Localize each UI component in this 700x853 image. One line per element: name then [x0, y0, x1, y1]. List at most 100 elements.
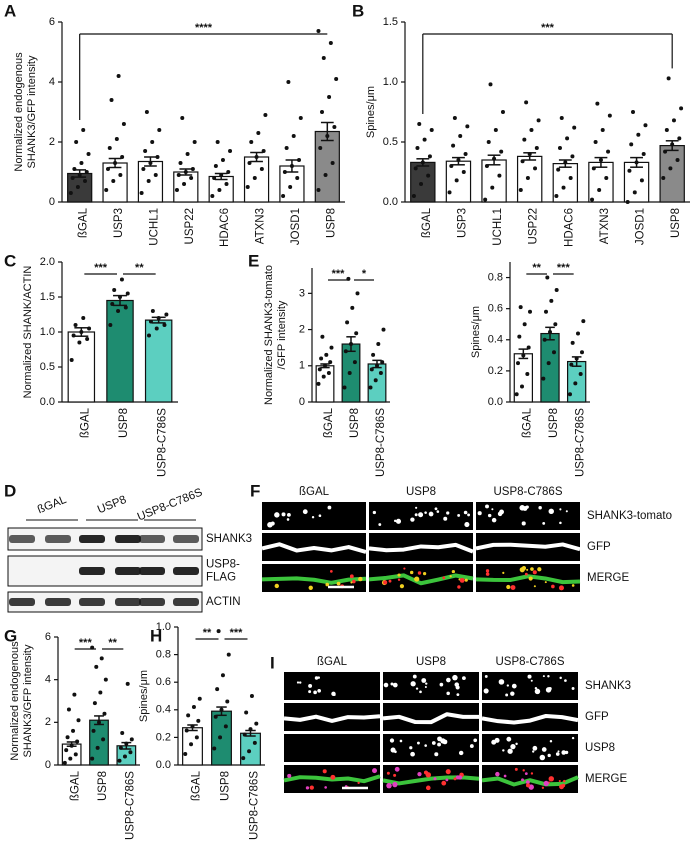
puncta — [446, 511, 450, 515]
data-point — [186, 713, 191, 718]
puncta — [456, 693, 460, 697]
data-point — [426, 173, 431, 178]
data-point — [528, 309, 532, 314]
data-point — [536, 118, 541, 123]
puncta — [433, 777, 437, 781]
puncta — [542, 675, 545, 678]
data-point — [192, 140, 197, 144]
data-point — [561, 185, 566, 190]
data-point — [461, 170, 466, 174]
y-axis-label: Normalized SHANK/ACTIN — [22, 266, 34, 399]
puncta — [372, 768, 378, 774]
data-point — [319, 356, 324, 361]
puncta — [358, 576, 363, 582]
data-point — [447, 190, 452, 195]
x-tick-label: HDAC6 — [563, 208, 575, 247]
error-bar — [250, 151, 263, 163]
puncta — [436, 510, 440, 513]
puncta — [502, 571, 505, 574]
x-tick-label: JOSD1 — [635, 208, 647, 245]
data-point — [641, 152, 646, 156]
blot-band — [79, 535, 105, 543]
puncta — [336, 581, 341, 586]
data-point — [263, 113, 268, 117]
puncta — [389, 738, 395, 743]
data-point — [677, 136, 682, 141]
significance-label: *** — [332, 268, 346, 280]
puncta — [483, 688, 489, 694]
data-point — [91, 728, 96, 733]
puncta — [534, 687, 538, 690]
row-label: GFP — [587, 541, 611, 553]
data-point — [544, 309, 548, 314]
column-label: ßGAL — [317, 656, 348, 668]
x-tick-label: ßGAL — [191, 770, 203, 801]
puncta — [499, 509, 504, 515]
data-point — [196, 718, 201, 723]
x-tick-label: USP8 — [548, 408, 560, 438]
y-tick-label: 0.5 — [40, 361, 55, 373]
data-point — [103, 677, 108, 682]
puncta — [542, 521, 546, 525]
lane-label: USP8 — [96, 494, 128, 516]
y-tick-label: 4 — [49, 76, 55, 88]
data-point — [664, 128, 669, 132]
puncta — [510, 585, 516, 591]
blot-band — [173, 535, 199, 543]
data-point — [247, 749, 252, 754]
dendrite — [283, 714, 381, 723]
y-axis-label: /GFP intensity — [276, 300, 288, 369]
data-point — [66, 707, 71, 712]
data-point — [146, 179, 151, 183]
x-tick-label: USP8 — [118, 408, 130, 438]
data-point — [422, 137, 427, 142]
y-tick-label: 0 — [45, 759, 51, 771]
data-point — [679, 106, 684, 111]
puncta — [571, 736, 575, 740]
puncta — [463, 510, 468, 515]
data-point — [72, 692, 77, 697]
data-point — [185, 152, 190, 156]
bar — [144, 319, 173, 403]
column-label: USP8-C786S — [493, 486, 562, 498]
y-tick-label: 0.6 — [488, 303, 503, 315]
data-point — [316, 29, 321, 33]
puncta — [286, 512, 291, 517]
puncta — [477, 511, 482, 516]
puncta — [421, 678, 427, 683]
puncta — [441, 780, 447, 786]
data-point — [529, 128, 534, 132]
blot-band — [139, 598, 165, 606]
data-point — [318, 146, 323, 150]
bar — [67, 331, 96, 403]
data-point — [517, 334, 522, 339]
data-point — [534, 146, 539, 150]
puncta — [541, 747, 547, 752]
puncta — [417, 772, 422, 777]
dendrite — [261, 576, 367, 585]
y-tick-label: 1.5 — [40, 291, 55, 303]
data-point — [666, 76, 671, 81]
data-point — [189, 742, 194, 747]
y-axis-label: Normalized SHANK3-tomato — [263, 265, 275, 405]
row-label: MERGE — [587, 572, 630, 584]
data-point — [241, 756, 246, 761]
significance-label: *** — [230, 627, 244, 639]
data-point — [291, 134, 296, 138]
puncta — [428, 511, 434, 517]
puncta — [528, 576, 533, 581]
data-point — [259, 167, 264, 171]
data-point — [82, 179, 87, 183]
column-label: USP8-C786S — [495, 656, 564, 668]
significance-label: ** — [108, 637, 117, 649]
puncta — [397, 573, 401, 577]
data-point — [520, 384, 524, 389]
error-bar — [372, 359, 382, 369]
data-point — [600, 128, 605, 132]
lane-label: USP8-C786S — [136, 486, 205, 523]
puncta — [309, 785, 314, 790]
data-point — [330, 161, 335, 165]
y-tick-label: 0.8 — [488, 271, 503, 283]
blot-band — [115, 535, 141, 543]
column-label: USP8 — [406, 486, 436, 498]
